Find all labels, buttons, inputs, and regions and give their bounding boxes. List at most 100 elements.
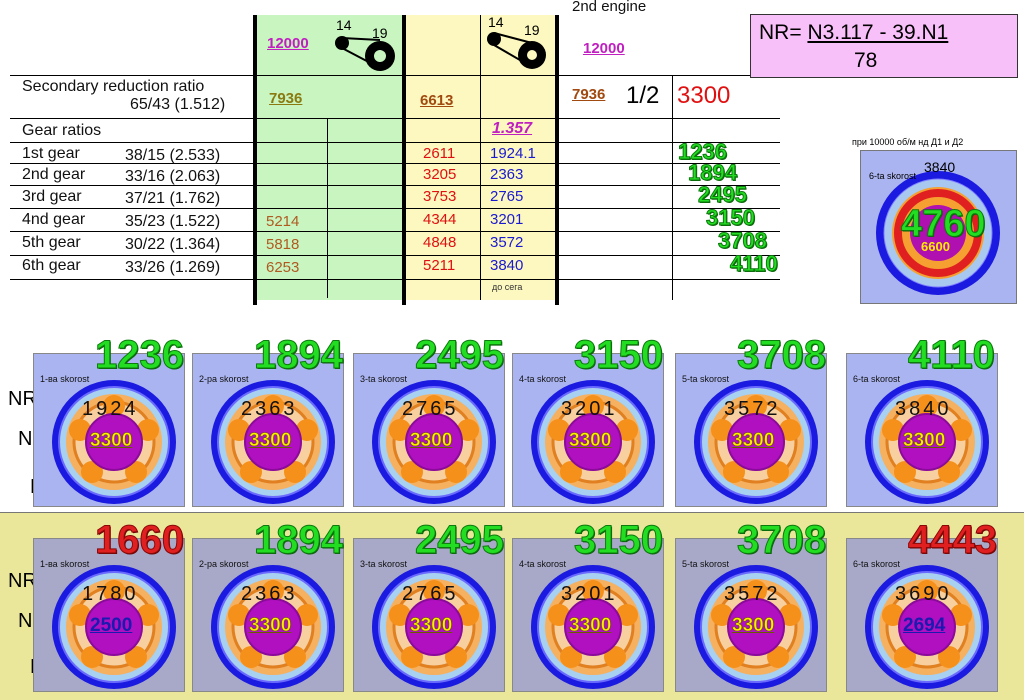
panel-center-value: 3300 (249, 615, 292, 637)
gear-panel: 1-ва skorost 1924 3300 (33, 353, 185, 507)
panel-center-value: 3300 (90, 430, 133, 452)
formula-box: NR= N3.117 - 39.N1 78 (750, 14, 1018, 78)
gear-ratio: 37/21 (1.762) (125, 190, 221, 207)
planetary-gear-icon (372, 380, 496, 504)
gear-col5: 1894 (688, 160, 738, 186)
panel-center-value: 2500 (90, 615, 133, 636)
gear-panel: 2-ра skorost 2363 3300 (192, 353, 344, 507)
panel-big-value: 3150 (574, 333, 664, 377)
secondary-col2: 6613 (420, 92, 454, 109)
panel-title: 1-ва skorost (40, 374, 90, 384)
gear-panel: 2-ра skorost 2363 3300 (192, 538, 344, 692)
panel-title: 4-ta skorost (519, 374, 567, 384)
gear-ratios-label: Gear ratios (22, 122, 102, 139)
panel-arc-value: 3201 (561, 398, 618, 420)
gear-name: 5th gear (22, 234, 81, 251)
col1-top-value: 12000 (267, 35, 309, 52)
panel-center-value: 3300 (410, 615, 453, 637)
planetary-gear-icon (211, 380, 335, 504)
planetary-gear-icon (211, 565, 335, 689)
gear-ratio: 35/23 (1.522) (125, 213, 221, 230)
side-panel-top: 3840 (924, 159, 956, 175)
legend-nr-2: NR (8, 570, 37, 592)
legend-nr: NR (8, 388, 37, 410)
panel-title: 5-ta skorost (682, 559, 730, 569)
panel-big-value: 1894 (254, 333, 344, 377)
panel-arc-value: 3572 (724, 583, 781, 605)
panel-center-value: 3300 (249, 430, 292, 452)
planetary-gear-icon (531, 380, 655, 504)
panel-arc-value: 2363 (241, 398, 298, 420)
gear-name: 2nd gear (22, 166, 86, 183)
ratio-col3: 1.357 (492, 120, 533, 137)
gear-name: 4nd gear (22, 211, 86, 228)
side-panel-big: 4760 (901, 203, 987, 246)
panel-arc-value: 2765 (402, 398, 459, 420)
gear-col2: 3753 (423, 188, 457, 205)
side-panel-caption: при 10000 об/м нд Д1 и Д2 (852, 137, 964, 147)
planetary-gear-icon (52, 380, 176, 504)
gear-col5: 3708 (718, 228, 768, 254)
engine-label: 2nd engine (572, 0, 647, 15)
gear-col3: 3201 (490, 211, 524, 228)
gear-col3: 1924.1 (490, 145, 536, 162)
gear-panel: 3-ta skorost 2765 3300 (353, 353, 505, 507)
gear-panel: 5-ta skorost 3572 3300 (675, 538, 827, 692)
col4-top-value: 12000 (583, 40, 625, 57)
panel-title: 2-ра skorost (199, 559, 249, 569)
planetary-gear-icon (865, 565, 989, 689)
gear-name: 6th gear (22, 257, 81, 274)
gear-col1: 5818 (266, 236, 300, 253)
panel-big-value: 2495 (415, 333, 505, 377)
gear-col2: 4344 (423, 211, 457, 228)
panel-title: 4-ta skorost (519, 559, 567, 569)
panel-title: 5-ta skorost (682, 374, 730, 384)
side-panel: 6-ta skorost 3840 4760 6600 (860, 150, 1017, 304)
do-sega-note: до сега (492, 282, 523, 292)
svg-text:19: 19 (524, 22, 540, 38)
panel-title: 1-ва skorost (40, 559, 90, 569)
gear-col3: 3840 (490, 257, 524, 274)
secondary-col5: 3300 (677, 82, 731, 109)
panel-big-value: 1660 (95, 518, 185, 562)
gear-ratio: 33/26 (1.269) (125, 259, 221, 276)
chain-drive-icon-2: 14 19 (482, 14, 554, 71)
panel-arc-value: 3572 (724, 398, 781, 420)
gear-panel: 4-ta skorost 3201 3300 (512, 353, 664, 507)
formula-expression: N3.117 - 39.N1 (807, 21, 949, 44)
panel-center-value: 3300 (903, 430, 946, 452)
gear-panel: 3-ta skorost 2765 3300 (353, 538, 505, 692)
gear-col2: 4848 (423, 234, 457, 251)
planetary-gear-icon (865, 380, 989, 504)
secondary-col4: 7936 (572, 86, 606, 103)
secondary-col1: 7936 (269, 90, 303, 107)
panel-center-value: 3300 (569, 430, 612, 452)
panel-title: 3-ta skorost (360, 374, 408, 384)
gear-col2: 2611 (423, 145, 456, 162)
gear-col5: 4110 (730, 251, 779, 277)
planetary-gear-icon (52, 565, 176, 689)
planetary-gear-icon (694, 380, 818, 504)
panel-center-value: 2694 (903, 615, 946, 636)
gear-col3: 2363 (490, 166, 524, 183)
panel-big-value: 1236 (95, 333, 185, 377)
panel-arc-value: 1780 (82, 583, 139, 605)
panel-arc-value: 2363 (241, 583, 298, 605)
secondary-label: Secondary reduction ratio (22, 78, 205, 95)
formula-denominator: 78 (854, 49, 878, 72)
gear14-label: 14 (336, 18, 352, 33)
panel-arc-value: 3201 (561, 583, 618, 605)
panel-center-value: 3300 (732, 430, 775, 452)
panel-arc-value: 3840 (895, 398, 952, 420)
panel-arc-value: 1924 (82, 398, 139, 420)
gear-name: 3rd gear (22, 188, 82, 205)
planetary-gear-icon (694, 565, 818, 689)
gear-panel: 6-ta skorost 3690 2694 (846, 538, 998, 692)
gear-col5: 2495 (698, 182, 748, 208)
chain-drive-icon-1: 14 19 (330, 17, 402, 74)
panel-center-value: 3300 (732, 615, 775, 637)
gear-ratio: 38/15 (2.533) (125, 147, 221, 164)
gear-panel: 4-ta skorost 3201 3300 (512, 538, 664, 692)
gear-col1: 6253 (266, 259, 300, 276)
svg-text:19: 19 (372, 25, 388, 41)
